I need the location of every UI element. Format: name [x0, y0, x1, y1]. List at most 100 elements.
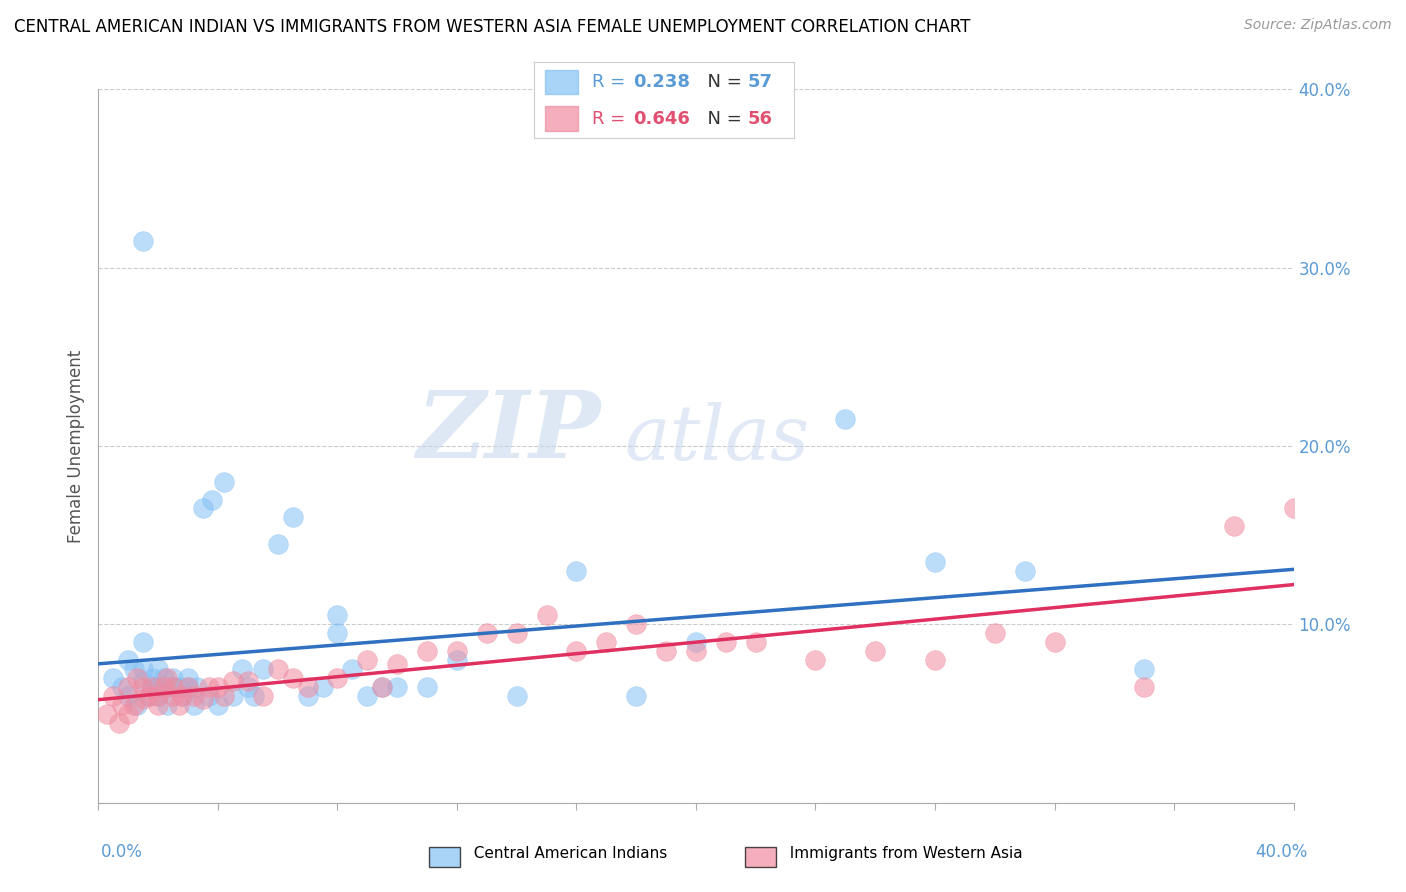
Point: [236, 674, 259, 689]
Point: [475, 626, 498, 640]
Point: [222, 689, 245, 703]
Point: [138, 689, 160, 703]
Point: [297, 680, 319, 694]
Point: [212, 689, 235, 703]
Point: [138, 689, 160, 703]
Point: [626, 689, 648, 703]
Point: [141, 680, 163, 694]
Point: [385, 657, 409, 671]
Text: N =: N =: [696, 73, 747, 91]
Point: [416, 680, 439, 694]
Point: [252, 662, 274, 676]
Text: 57: 57: [748, 73, 772, 91]
Point: [117, 680, 139, 694]
Point: [103, 689, 125, 703]
Point: [183, 698, 205, 712]
Point: [1133, 680, 1156, 694]
Text: 0.238: 0.238: [633, 73, 690, 91]
Point: [132, 662, 155, 676]
Point: [124, 698, 146, 712]
Point: [865, 644, 887, 658]
Point: [96, 706, 118, 721]
Point: [231, 662, 253, 676]
Point: [281, 510, 304, 524]
Y-axis label: Female Unemployment: Female Unemployment: [66, 350, 84, 542]
Point: [281, 671, 304, 685]
Point: [132, 635, 155, 649]
Point: [162, 680, 184, 694]
Point: [565, 564, 588, 578]
Point: [108, 715, 131, 730]
Point: [222, 674, 245, 689]
Point: [207, 698, 229, 712]
Point: [162, 680, 184, 694]
Point: [127, 671, 149, 685]
Text: R =: R =: [592, 110, 630, 128]
Point: [177, 671, 200, 685]
Point: [714, 635, 737, 649]
Point: [1043, 635, 1066, 649]
Point: [236, 680, 259, 694]
Point: [212, 475, 235, 489]
Text: 0.0%: 0.0%: [101, 843, 143, 861]
Point: [132, 680, 155, 694]
Point: [148, 680, 170, 694]
Point: [177, 680, 200, 694]
Point: [167, 680, 190, 694]
Point: [326, 671, 349, 685]
Point: [198, 689, 221, 703]
Point: [565, 644, 588, 658]
Point: [342, 662, 364, 676]
Point: [506, 626, 529, 640]
Point: [117, 689, 139, 703]
Point: [326, 626, 349, 640]
Point: [132, 674, 155, 689]
Text: 56: 56: [748, 110, 772, 128]
Point: [655, 644, 678, 658]
Point: [207, 680, 229, 694]
Point: [183, 689, 205, 703]
Point: [924, 653, 946, 667]
Point: [326, 608, 349, 623]
Point: [167, 698, 190, 712]
Point: [626, 617, 648, 632]
Point: [252, 689, 274, 703]
Point: [191, 501, 214, 516]
Text: R =: R =: [592, 73, 630, 91]
Text: ZIP: ZIP: [416, 387, 600, 476]
Bar: [544, 106, 578, 130]
Point: [446, 644, 468, 658]
Point: [156, 698, 179, 712]
Text: CENTRAL AMERICAN INDIAN VS IMMIGRANTS FROM WESTERN ASIA FEMALE UNEMPLOYMENT CORR: CENTRAL AMERICAN INDIAN VS IMMIGRANTS FR…: [14, 18, 970, 36]
Point: [153, 671, 176, 685]
Point: [198, 680, 221, 694]
Point: [111, 680, 134, 694]
Point: [162, 671, 184, 685]
Point: [127, 698, 149, 712]
Point: [834, 412, 856, 426]
Point: [117, 706, 139, 721]
Text: Immigrants from Western Asia: Immigrants from Western Asia: [780, 846, 1024, 861]
Point: [685, 635, 707, 649]
Point: [297, 689, 319, 703]
Point: [371, 680, 394, 694]
Point: [1133, 662, 1156, 676]
Point: [148, 662, 170, 676]
Point: [124, 662, 146, 676]
Text: atlas: atlas: [624, 402, 810, 475]
Point: [172, 689, 194, 703]
Point: [924, 555, 946, 569]
Point: [804, 653, 827, 667]
Point: [595, 635, 617, 649]
Point: [117, 653, 139, 667]
Point: [132, 692, 155, 706]
Point: [446, 653, 468, 667]
Point: [267, 537, 290, 551]
Point: [267, 662, 290, 676]
Point: [132, 234, 155, 248]
Point: [416, 644, 439, 658]
Point: [191, 692, 214, 706]
Text: N =: N =: [696, 110, 747, 128]
Point: [141, 671, 163, 685]
Bar: [544, 70, 578, 95]
